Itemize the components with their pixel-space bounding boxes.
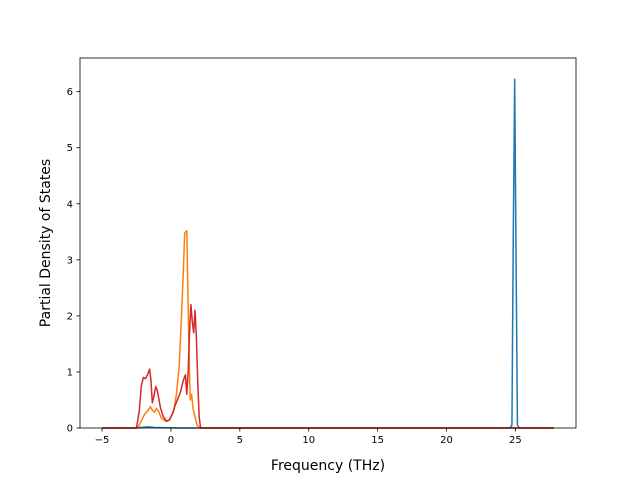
y-tick-label: 6	[67, 87, 73, 98]
x-tick-label: 15	[371, 435, 384, 446]
x-axis-label: Frequency (THz)	[271, 458, 385, 474]
y-tick-label: 4	[67, 199, 73, 210]
x-tick-label: 10	[302, 435, 315, 446]
y-tick-label: 3	[67, 255, 73, 266]
x-axis-ticks: −5 0 5 10 15 20 25	[95, 428, 522, 446]
y-tick-label: 0	[67, 424, 73, 435]
x-tick-label: 5	[237, 435, 243, 446]
y-tick-label: 2	[67, 311, 73, 322]
x-tick-label: 25	[509, 435, 522, 446]
y-axis-label: Partial Density of States	[38, 159, 54, 327]
y-axis-ticks: 0 1 2 3 4 5 6	[67, 87, 80, 435]
plot-area	[80, 58, 576, 428]
x-tick-label: 0	[168, 435, 174, 446]
x-tick-label: −5	[95, 435, 110, 446]
y-tick-label: 1	[67, 367, 73, 378]
axes-frame	[79, 57, 577, 429]
x-tick-label: 20	[440, 435, 453, 446]
series-line-3	[102, 303, 554, 429]
y-tick-label: 5	[67, 143, 73, 154]
